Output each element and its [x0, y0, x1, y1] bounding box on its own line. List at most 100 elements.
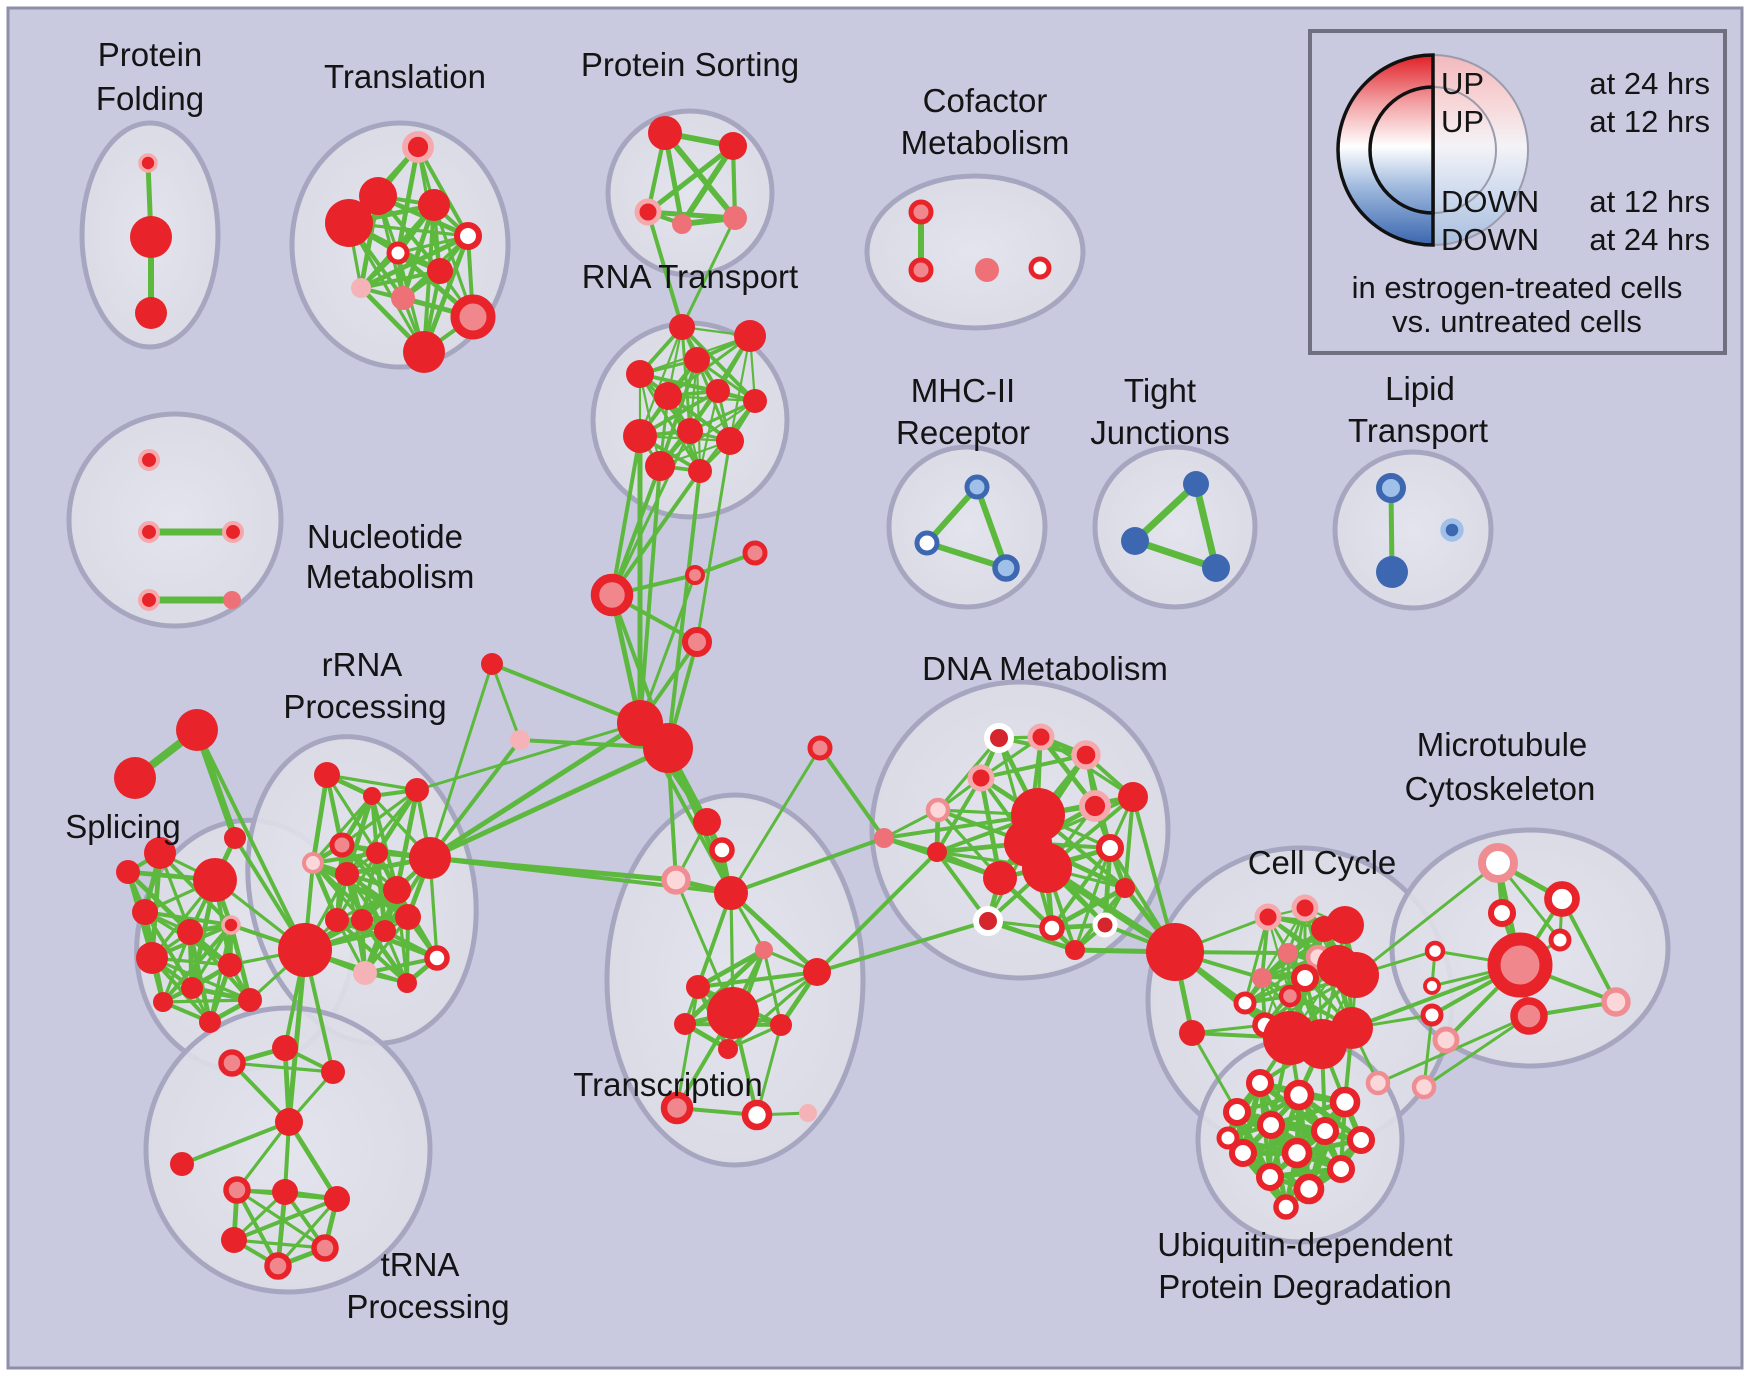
gene-node	[405, 778, 429, 802]
gene-node	[221, 915, 241, 935]
gene-node	[424, 945, 450, 971]
gene-node	[314, 762, 340, 788]
gene-node	[590, 573, 634, 617]
edge	[374, 787, 420, 856]
edge	[232, 1197, 339, 1242]
gene-node	[799, 1104, 817, 1122]
gene-node	[648, 116, 682, 150]
edge	[924, 540, 1009, 571]
edge	[143, 910, 233, 927]
gene-node	[224, 827, 246, 849]
gene-node	[643, 723, 693, 773]
legend-time-label: at 12 hrs	[1589, 184, 1710, 219]
gene-node	[1022, 843, 1072, 893]
gene-node	[645, 451, 675, 481]
legend-time-label: at 12 hrs	[1589, 104, 1710, 139]
gene-node	[1424, 940, 1446, 962]
cluster-label-trna-processing: tRNA	[381, 1246, 460, 1283]
edge	[815, 919, 990, 974]
gene-node	[397, 973, 417, 993]
edge	[150, 956, 252, 1002]
legend-direction-label: DOWN	[1441, 184, 1539, 219]
edge	[1240, 1128, 1328, 1156]
gene-node	[137, 588, 161, 612]
gene-node	[481, 653, 503, 675]
legend-direction-label: UP	[1441, 104, 1484, 139]
cluster-mhc-ii-receptor	[886, 444, 1048, 610]
gene-node	[682, 627, 712, 657]
gene-node	[1293, 1173, 1325, 1205]
cluster-label-rrna-processing: rRNA	[322, 646, 403, 683]
edge	[666, 334, 752, 398]
cluster-label-ubiquitin-degradation: Protein Degradation	[1158, 1268, 1452, 1305]
gene-node	[1256, 1110, 1286, 1140]
cluster-label-tight-junctions: Tight	[1124, 372, 1196, 409]
gene-node	[1440, 518, 1464, 542]
gene-node	[1283, 1079, 1315, 1111]
edge	[347, 221, 426, 354]
gene-node	[450, 294, 496, 340]
edge	[310, 772, 330, 866]
edge	[180, 1120, 291, 1166]
gene-node	[1118, 782, 1148, 812]
gene-node	[1254, 903, 1282, 931]
edge	[979, 753, 1088, 780]
cluster-label-ubiquitin-degradation: Ubiquitin-dependent	[1157, 1226, 1452, 1263]
gene-node	[353, 961, 377, 985]
gene-node	[964, 474, 990, 500]
gene-node	[718, 1039, 738, 1059]
cluster-label-nucleotide-metabolism: Metabolism	[306, 558, 475, 595]
edge	[235, 1188, 280, 1268]
gene-node	[1376, 556, 1408, 588]
gene-node	[1252, 968, 1272, 988]
nodes-layer	[114, 116, 1631, 1280]
gene-node	[634, 198, 662, 226]
gene-node	[1255, 1162, 1285, 1192]
legend-time-label: at 24 hrs	[1589, 222, 1710, 257]
edge	[935, 776, 983, 854]
gene-node	[130, 216, 172, 258]
cluster-label-microtubule-cytoskeleton: Microtubule	[1417, 726, 1588, 763]
cluster-label-cell-cycle: Cell Cycle	[1248, 844, 1397, 881]
gene-node	[1146, 923, 1204, 981]
edge	[1049, 885, 1128, 931]
gene-node	[1079, 790, 1111, 822]
cluster-label-microtubule-cytoskeleton: Cytoskeleton	[1405, 770, 1596, 807]
gene-node	[1601, 987, 1631, 1017]
gene-node	[1245, 1068, 1275, 1098]
clusters-layer	[66, 108, 1671, 1295]
cluster-labels-layer: Protein Folding Translation Protein Sorting…	[65, 36, 1595, 1325]
gene-node	[138, 153, 158, 173]
edge	[415, 721, 642, 792]
edge	[125, 869, 193, 935]
gene-node	[1510, 997, 1548, 1035]
gene-node	[660, 1091, 694, 1125]
gene-node	[1179, 1020, 1205, 1046]
gene-node	[1326, 1154, 1356, 1184]
legend-caption: in estrogen-treated cells	[1352, 270, 1683, 305]
cluster-lipid-transport	[1332, 449, 1494, 611]
cluster-nucleotide-metabolism	[66, 411, 284, 629]
gene-node	[1478, 843, 1518, 883]
gene-node	[199, 1011, 221, 1033]
gene-node	[1365, 1070, 1391, 1096]
legend-caption: vs. untreated cells	[1392, 304, 1642, 339]
gene-node	[914, 530, 940, 556]
gene-node	[743, 389, 767, 413]
gene-node	[741, 1099, 773, 1131]
gene-node	[181, 977, 203, 999]
gene-node	[1278, 984, 1302, 1008]
gene-node	[238, 988, 262, 1012]
gene-node	[386, 241, 410, 265]
cluster-label-rna-transport: RNA Transport	[582, 258, 798, 295]
edge	[427, 720, 643, 861]
edge	[762, 948, 783, 1027]
gene-node	[1071, 740, 1101, 770]
edge	[311, 794, 374, 865]
edge	[924, 484, 980, 546]
gene-node	[132, 899, 158, 925]
gene-node	[719, 132, 747, 160]
cluster-tight-junctions	[1092, 444, 1258, 610]
edge	[359, 269, 442, 290]
